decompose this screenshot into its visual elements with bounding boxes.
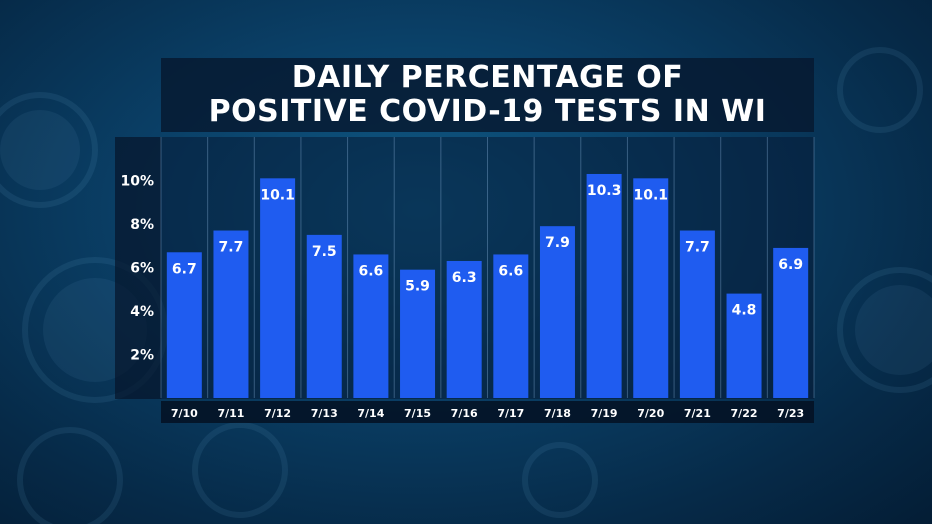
bar-value-label: 6.9 <box>778 257 803 273</box>
y-tick-label: 4% <box>130 304 154 320</box>
bar <box>353 254 389 398</box>
bar <box>446 260 482 398</box>
bar <box>586 173 622 398</box>
chart-title-line-2: POSITIVE COVID-19 TESTS IN WI <box>208 94 767 129</box>
x-tick-label: 7/23 <box>777 407 804 420</box>
x-tick-label: 7/22 <box>731 407 758 420</box>
chart-title: DAILY PERCENTAGE OF POSITIVE COVID-19 TE… <box>161 58 814 132</box>
bar <box>633 178 669 398</box>
y-axis-panel <box>115 137 161 399</box>
bar-value-label: 7.7 <box>685 240 710 256</box>
x-tick-label: 7/10 <box>171 407 198 420</box>
bar <box>166 252 202 398</box>
bar <box>493 254 529 398</box>
x-tick-label: 7/17 <box>497 407 524 420</box>
bar-value-label: 10.3 <box>587 183 622 199</box>
x-tick-label: 7/20 <box>637 407 664 420</box>
x-tick-label: 7/14 <box>357 407 384 420</box>
x-tick-label: 7/11 <box>217 407 244 420</box>
bar <box>306 234 342 398</box>
bar-value-label: 6.7 <box>172 261 197 277</box>
bar <box>679 230 715 398</box>
x-tick-label: 7/13 <box>311 407 338 420</box>
bar <box>539 226 575 398</box>
bar-value-label: 10.1 <box>260 187 295 203</box>
bar-value-label: 10.1 <box>633 187 668 203</box>
bar-value-label: 7.9 <box>545 235 570 251</box>
chart-title-line-1: DAILY PERCENTAGE OF <box>291 60 684 95</box>
y-tick-label: 6% <box>130 261 154 277</box>
bar-value-label: 5.9 <box>405 279 430 295</box>
y-tick-label: 2% <box>130 348 154 364</box>
bar <box>213 230 249 398</box>
x-tick-label: 7/18 <box>544 407 571 420</box>
x-tick-label: 7/15 <box>404 407 431 420</box>
y-tick-label: 10% <box>120 174 154 190</box>
bar <box>773 247 809 398</box>
x-tick-label: 7/21 <box>684 407 711 420</box>
x-tick-label: 7/12 <box>264 407 291 420</box>
bar-value-label: 6.3 <box>452 270 477 286</box>
x-tick-label: 7/16 <box>451 407 478 420</box>
bar-value-label: 6.6 <box>498 263 523 279</box>
bar <box>400 269 436 398</box>
bar <box>260 178 296 398</box>
y-tick-label: 8% <box>130 217 154 233</box>
bar-value-label: 4.8 <box>732 303 757 319</box>
bar-value-label: 7.7 <box>219 240 244 256</box>
x-tick-label: 7/19 <box>591 407 618 420</box>
bar-value-label: 6.6 <box>358 263 383 279</box>
bar-value-label: 7.5 <box>312 244 337 260</box>
bar <box>726 293 762 398</box>
x-axis-panel <box>161 401 814 423</box>
